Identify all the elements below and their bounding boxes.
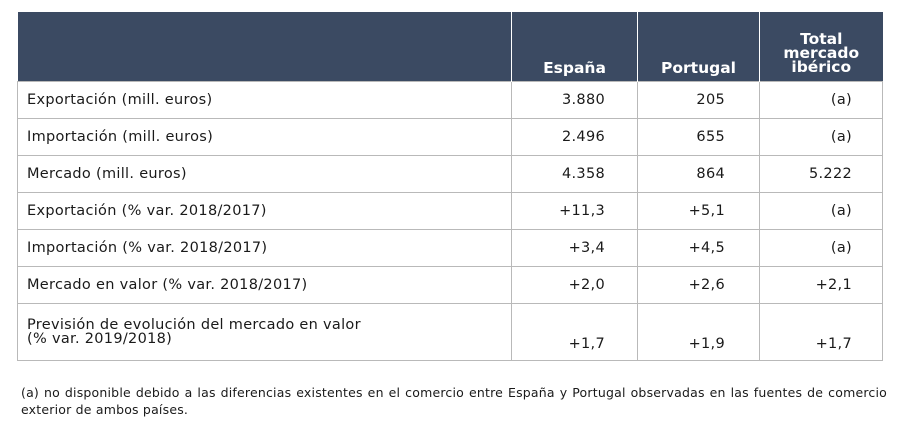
- cell-espana: +3,4: [511, 229, 638, 267]
- cell-espana: +11,3: [511, 192, 638, 230]
- header-portugal: Portugal: [637, 12, 760, 82]
- row-label: Exportación (mill. euros): [17, 81, 512, 119]
- cell-portugal: +1,9: [637, 303, 760, 361]
- row-label: Exportación (% var. 2018/2017): [17, 192, 512, 230]
- market-table-container: España Portugal Total mercado ibérico Ex…: [17, 12, 883, 361]
- row-label: Mercado en valor (% var. 2018/2017): [17, 266, 512, 304]
- cell-total: +1,7: [759, 303, 883, 361]
- row-label-line-1: Previsión de evolución del mercado en va…: [27, 317, 361, 333]
- header-total-line-3: ibérico: [791, 58, 852, 76]
- cell-portugal: +5,1: [637, 192, 760, 230]
- header-total-mercado-iberico: Total mercado ibérico: [759, 12, 883, 82]
- row-label-line-2: (% var. 2019/2018): [27, 331, 173, 347]
- cell-total: (a): [759, 118, 883, 156]
- table-row: Mercado en valor (% var. 2018/2017) +2,0…: [17, 266, 883, 304]
- cell-total: (a): [759, 81, 883, 119]
- cell-total: (a): [759, 229, 883, 267]
- cell-espana: 2.496: [511, 118, 638, 156]
- table-row: Exportación (mill. euros) 3.880 205 (a): [17, 81, 883, 119]
- row-label: Mercado (mill. euros): [17, 155, 512, 193]
- cell-espana: +1,7: [511, 303, 638, 361]
- header-total-line-2: mercado: [783, 44, 860, 62]
- row-label: Importación (mill. euros): [17, 118, 512, 156]
- table-row: Importación (mill. euros) 2.496 655 (a): [17, 118, 883, 156]
- cell-portugal: 655: [637, 118, 760, 156]
- cell-espana: +2,0: [511, 266, 638, 304]
- cell-total: (a): [759, 192, 883, 230]
- footnote: (a) no disponible debido a las diferenci…: [21, 385, 887, 417]
- cell-portugal: 864: [637, 155, 760, 193]
- market-table: España Portugal Total mercado ibérico Ex…: [17, 12, 883, 361]
- table-row: Importación (% var. 2018/2017) +3,4 +4,5…: [17, 229, 883, 267]
- cell-espana: 3.880: [511, 81, 638, 119]
- cell-portugal: 205: [637, 81, 760, 119]
- cell-portugal: +2,6: [637, 266, 760, 304]
- cell-portugal: +4,5: [637, 229, 760, 267]
- row-label: Importación (% var. 2018/2017): [17, 229, 512, 267]
- table-row: Exportación (% var. 2018/2017) +11,3 +5,…: [17, 192, 883, 230]
- table-header-row: España Portugal Total mercado ibérico: [17, 12, 883, 82]
- table-row: Mercado (mill. euros) 4.358 864 5.222: [17, 155, 883, 193]
- cell-total: +2,1: [759, 266, 883, 304]
- header-blank: [17, 12, 512, 82]
- table-row: Previsión de evolución del mercado en va…: [17, 303, 883, 361]
- row-label: Previsión de evolución del mercado en va…: [17, 303, 512, 361]
- header-espana: España: [511, 12, 638, 82]
- cell-total: 5.222: [759, 155, 883, 193]
- header-total-line-1: Total: [800, 30, 843, 48]
- cell-espana: 4.358: [511, 155, 638, 193]
